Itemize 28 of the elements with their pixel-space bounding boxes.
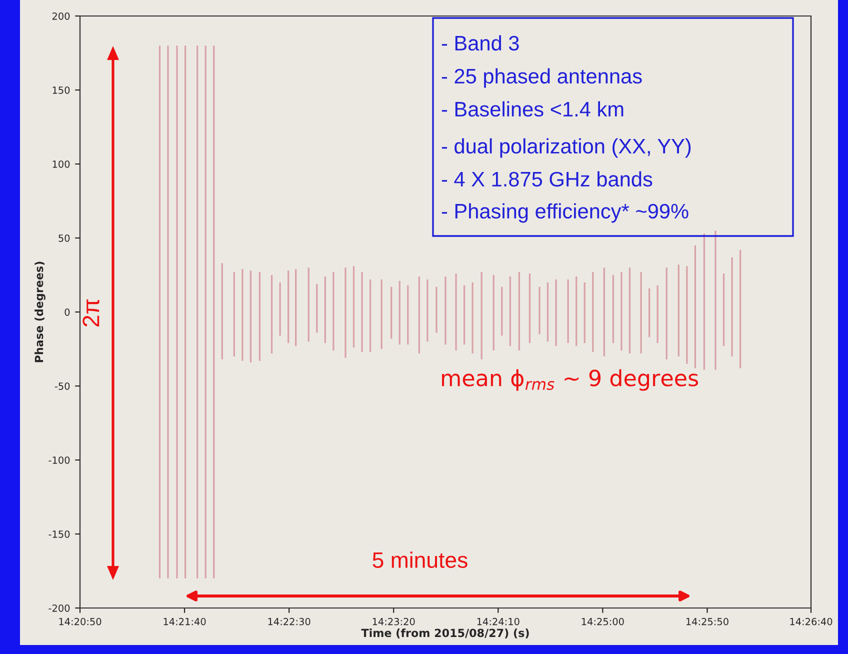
x-tick-label: 14:20:50 xyxy=(59,618,102,626)
y-tick-label: -50 xyxy=(54,382,70,390)
x-tick-label: 14:24:10 xyxy=(477,618,520,626)
y-tick-label: 50 xyxy=(58,234,70,242)
x-tick-label: 14:22:30 xyxy=(268,618,310,626)
y-tick-label: -200 xyxy=(48,604,70,612)
annotation: 5 minutes xyxy=(372,552,468,568)
y-tick-label: -150 xyxy=(48,530,70,538)
x-tick-label: 14:25:50 xyxy=(686,618,728,626)
annotation: 2π xyxy=(82,299,100,327)
y-tick-label: 0 xyxy=(64,308,70,316)
annotation: - Baselines <1.4 km xyxy=(442,101,624,117)
annotation: - Phasing efficiency* ~99% xyxy=(442,203,688,223)
annotation: mean ϕ$_{rms}$ ~ 9 degrees xyxy=(442,369,698,391)
x-axis-title: Time (from 2015/08/27) (s) xyxy=(361,628,529,638)
annotation: - dual polarization (XX, YY) xyxy=(442,138,691,158)
y-tick-label: 200 xyxy=(52,12,70,20)
annotation: - Band 3 xyxy=(442,35,519,51)
annotation: - 4 X 1.875 GHz bands xyxy=(442,171,652,187)
y-tick-label: -100 xyxy=(48,456,70,464)
y-tick-label: 100 xyxy=(52,160,70,168)
x-tick-label: 14:26:40 xyxy=(790,618,832,626)
x-tick-label: 14:21:40 xyxy=(164,618,206,626)
x-tick-label: 14:25:00 xyxy=(582,618,624,626)
y-tick-label: 150 xyxy=(52,86,70,94)
y-axis-title: Phase (degrees) xyxy=(34,262,46,362)
annotation: - 25 phased antennas xyxy=(442,68,642,88)
x-tick-label: 14:23:20 xyxy=(372,618,415,626)
